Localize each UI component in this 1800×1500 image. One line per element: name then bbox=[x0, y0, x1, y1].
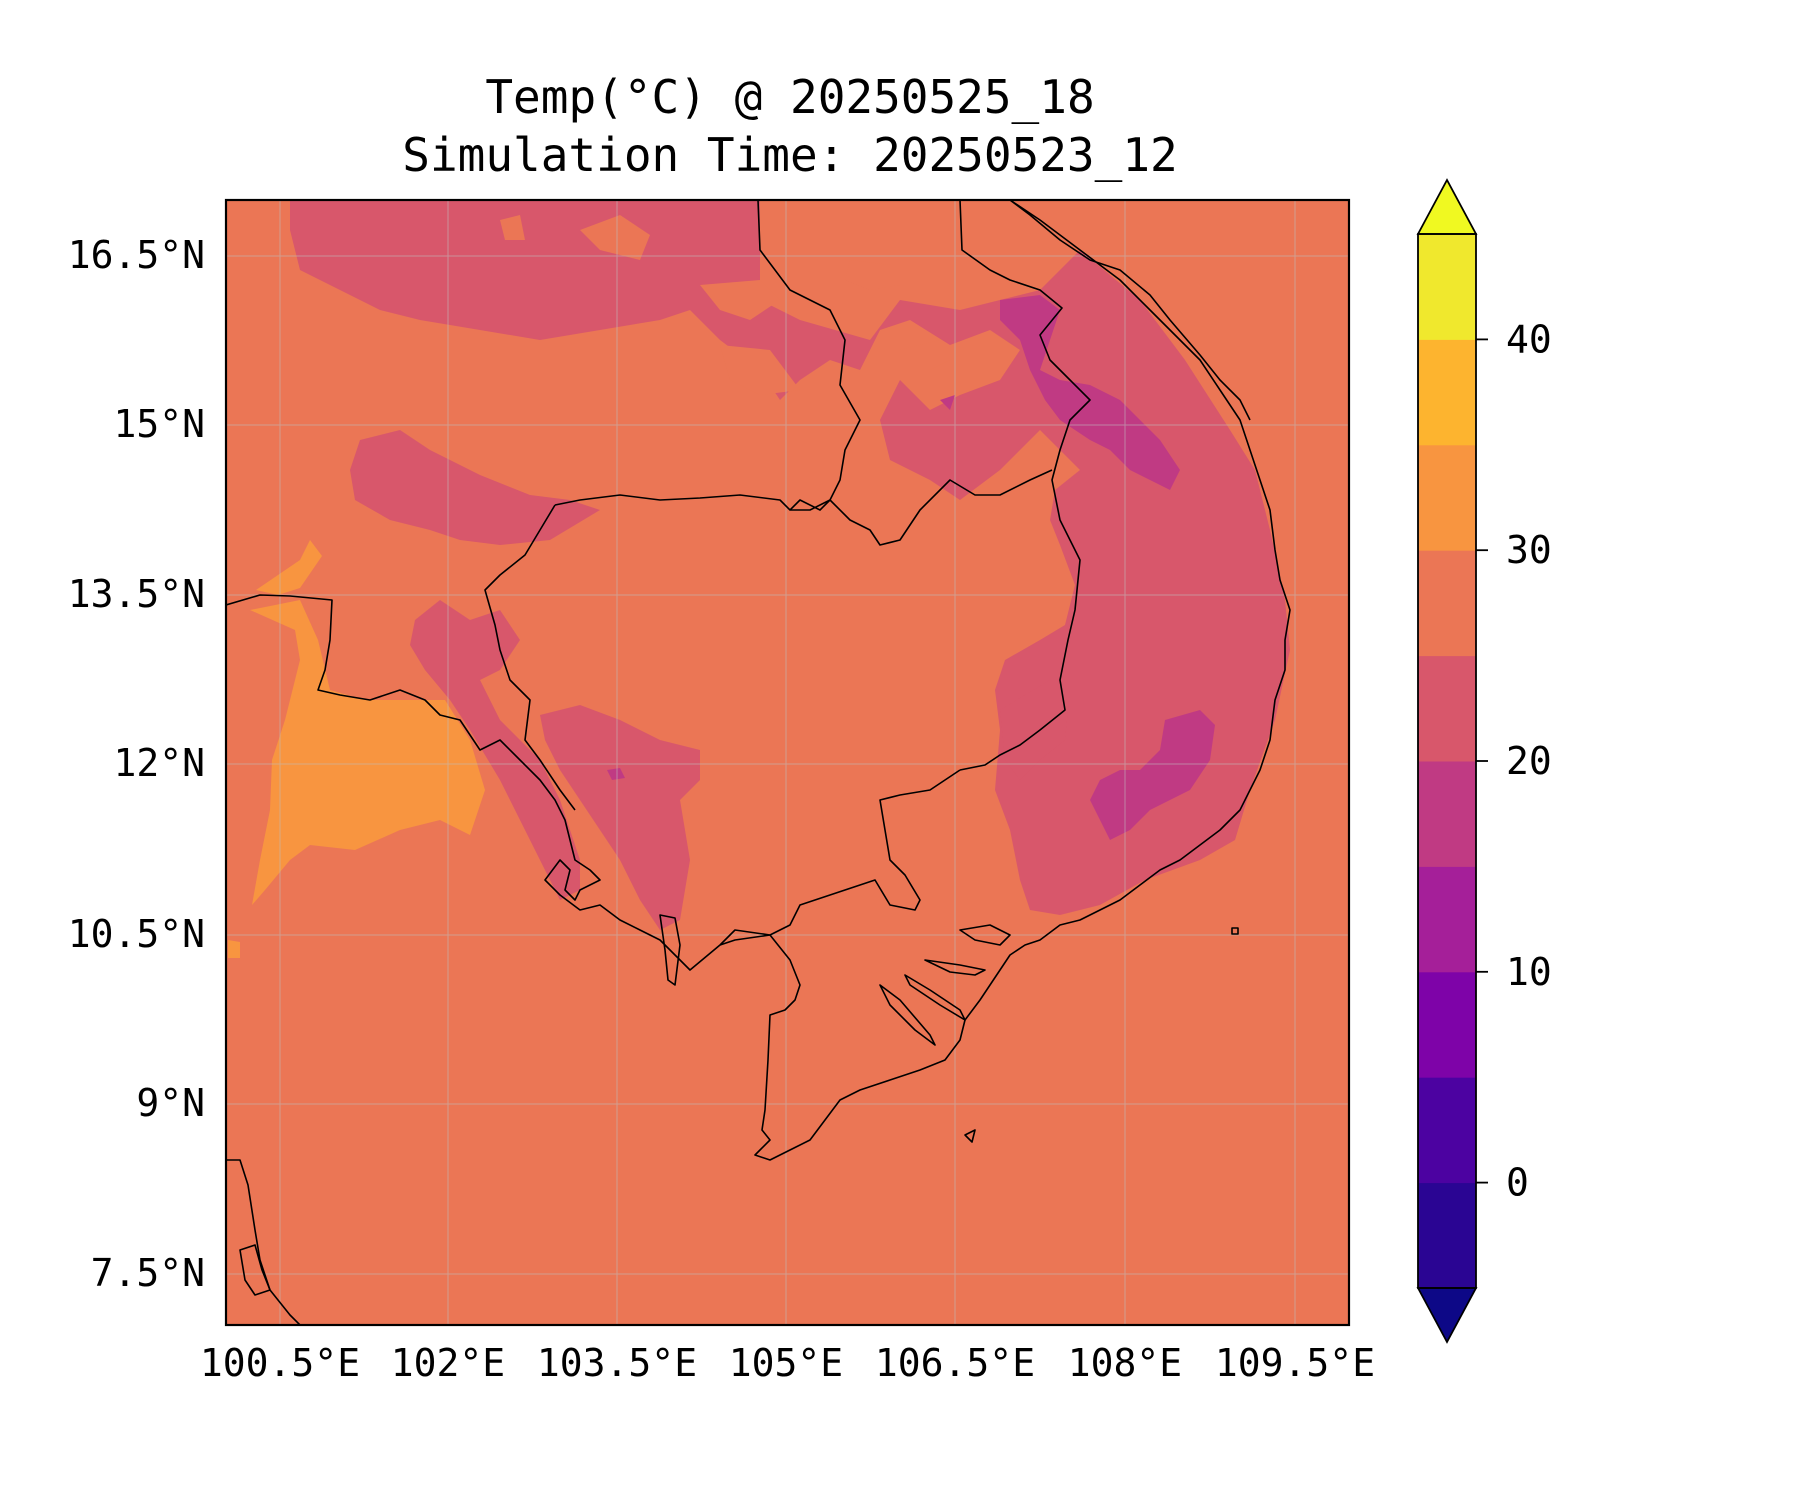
colorbar-segment bbox=[1418, 234, 1476, 340]
y-tick-label: 7.5°N bbox=[91, 1251, 205, 1295]
field-gulf-warm-spot bbox=[228, 940, 240, 958]
x-tick-label: 102°E bbox=[391, 1341, 505, 1385]
x-tick-label: 100.5°E bbox=[200, 1341, 360, 1385]
colorbar-segment bbox=[1418, 339, 1476, 446]
x-tick-label: 103.5°E bbox=[537, 1341, 697, 1385]
x-axis: 100.5°E 102°E 103.5°E 105°E 106.5°E 108°… bbox=[200, 1341, 1375, 1385]
border-thai-laos-north bbox=[757, 200, 861, 511]
colorbar-segment bbox=[1418, 1182, 1476, 1289]
field-cardamom-band bbox=[410, 600, 700, 930]
x-tick-label: 105°E bbox=[729, 1341, 843, 1385]
coast-malay-peninsula bbox=[226, 1159, 301, 1325]
colorbar-segment bbox=[1418, 971, 1476, 1078]
coast-vietnam-mid bbox=[1009, 200, 1251, 421]
y-tick-label: 15°N bbox=[113, 402, 205, 446]
colorbar-extend-min bbox=[1416, 1287, 1478, 1344]
coast-condao bbox=[964, 1129, 976, 1143]
y-tick-label: 10.5°N bbox=[68, 912, 205, 956]
colorbar: 0 10 20 30 40 bbox=[1416, 178, 1552, 1344]
x-tick-label: 109.5°E bbox=[1215, 1341, 1375, 1385]
y-axis: 16.5°N 15°N 13.5°N 12°N 10.5°N 9°N 7.5°N bbox=[68, 233, 205, 1295]
coast-malay-islands bbox=[239, 1244, 271, 1296]
field-central-highlands-cool bbox=[1000, 295, 1180, 490]
colorbar-extend-max bbox=[1416, 178, 1478, 235]
colorbar-segment bbox=[1418, 550, 1476, 657]
colorbar-tick-label: 0 bbox=[1506, 1161, 1529, 1205]
colorbar-tick-label: 10 bbox=[1506, 950, 1552, 994]
chart-title-line2: Simulation Time: 20250523_12 bbox=[402, 128, 1178, 182]
colorbar-segment bbox=[1418, 444, 1476, 551]
y-tick-label: 9°N bbox=[136, 1081, 205, 1125]
border-cambodia-vietnam-south bbox=[719, 769, 961, 946]
colorbar-segment bbox=[1418, 761, 1476, 867]
border-cambodia-north bbox=[554, 469, 1053, 546]
colorbar-segment bbox=[1418, 866, 1476, 973]
colorbar-tick-label: 20 bbox=[1506, 739, 1552, 783]
field-north-warm-islands bbox=[500, 215, 960, 395]
chart-title-line1: Temp(°C) @ 20250525_18 bbox=[485, 70, 1095, 124]
gridlines bbox=[226, 200, 1349, 1325]
colorbar-tick-label: 40 bbox=[1506, 317, 1552, 361]
field-thai-plateau-band bbox=[350, 430, 600, 545]
field-south-highland-band bbox=[1000, 680, 1070, 780]
y-tick-label: 16.5°N bbox=[68, 233, 205, 277]
coast-mekong-delta bbox=[719, 200, 1291, 1161]
y-tick-label: 13.5°N bbox=[68, 572, 205, 616]
x-tick-label: 106.5°E bbox=[875, 1341, 1035, 1385]
coast-mekong-channels bbox=[879, 924, 1011, 1046]
colorbar-segment bbox=[1418, 655, 1476, 762]
colorbar-tick-label: 30 bbox=[1506, 528, 1552, 572]
colorbar-frame bbox=[1417, 233, 1477, 1289]
x-tick-label: 108°E bbox=[1068, 1341, 1182, 1385]
coastlines-borders bbox=[226, 200, 1291, 1325]
colorbar-segment bbox=[1418, 1077, 1476, 1184]
border-laos-vietnam bbox=[959, 200, 1091, 771]
border-thai-cambodia bbox=[484, 504, 576, 811]
map-frame bbox=[224, 198, 1351, 1327]
field-gulf-warm bbox=[250, 540, 485, 905]
y-tick-label: 12°N bbox=[113, 741, 205, 785]
field-southern-highlands-cool bbox=[1090, 710, 1215, 840]
coast-gulf-thai bbox=[226, 594, 721, 971]
coast-phu-quoc bbox=[659, 914, 681, 986]
coast-spratly-dot bbox=[1231, 927, 1239, 935]
map-field-layer bbox=[226, 200, 1349, 1325]
